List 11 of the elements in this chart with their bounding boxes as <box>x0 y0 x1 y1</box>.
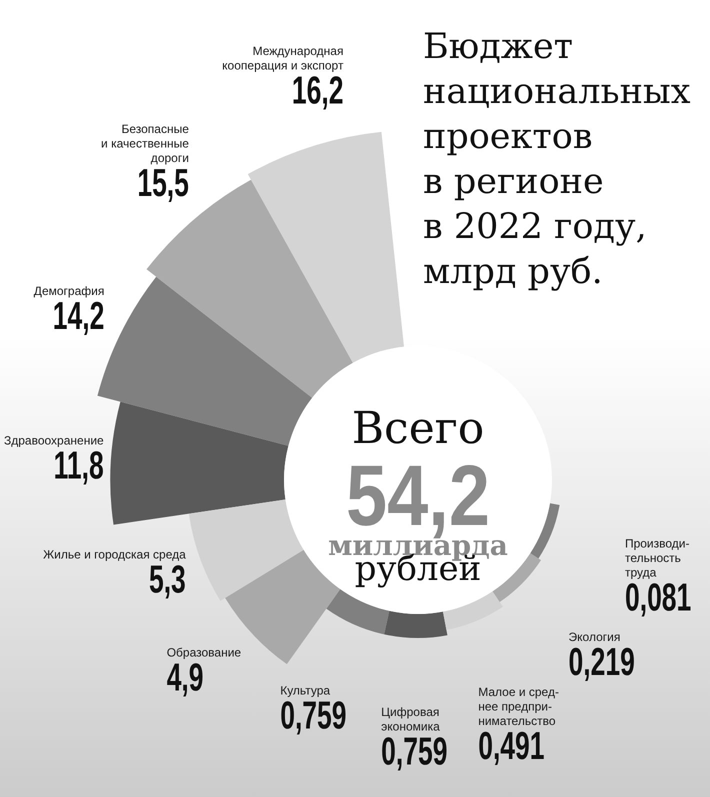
category-label: Безопасные и качественные дороги <box>101 122 190 166</box>
text: Бюджет национальных проектов в регионе в 2022 году, млрд руб. <box>423 27 691 292</box>
category-label: Жилье и городская среда <box>43 548 186 562</box>
category-label: Здравоохранение <box>4 434 104 448</box>
category-label: Образование <box>166 645 242 660</box>
category-label: Культура <box>280 683 330 698</box>
category-label: Международная кооперация и экспорт <box>222 44 344 73</box>
data-label: 0,759 <box>381 730 448 774</box>
text: Всего <box>352 403 484 454</box>
category-label: Демография <box>34 284 104 298</box>
category-label: Цифровая экономика <box>381 704 440 734</box>
